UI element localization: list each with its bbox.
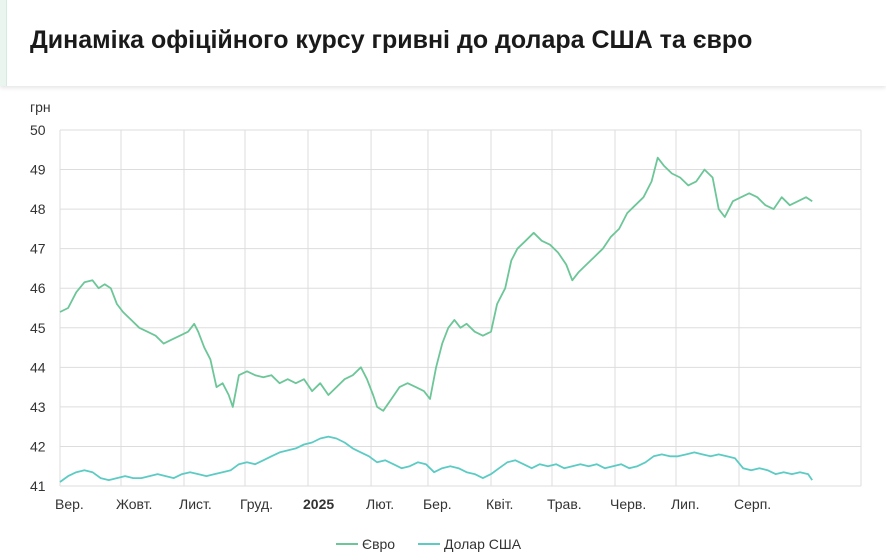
y-tick-label: 49	[30, 162, 46, 178]
x-tick-label: Квіт.	[486, 496, 513, 512]
legend-label: Долар США	[444, 536, 522, 552]
y-axis-ticks: 41 42 43 44 45 46 47 48 49 50	[30, 122, 46, 494]
y-tick-label: 42	[30, 438, 46, 454]
header-accent-bar	[0, 0, 7, 86]
x-tick-label: Лист.	[179, 496, 212, 512]
chart-series	[59, 156, 813, 483]
y-tick-label: 50	[30, 122, 46, 138]
legend-label: Євро	[362, 536, 395, 552]
x-tick-label: Черв.	[610, 496, 646, 512]
y-tick-label: 45	[30, 320, 46, 336]
x-tick-label: Лип.	[671, 496, 699, 512]
y-tick-label: 46	[30, 280, 46, 296]
legend-item-usd[interactable]: Долар США	[418, 536, 522, 552]
legend-item-euro[interactable]: Євро	[336, 536, 395, 552]
x-tick-label: Вер.	[55, 496, 84, 512]
y-tick-label: 43	[30, 399, 46, 415]
x-tick-label: Бер.	[423, 496, 452, 512]
y-tick-label: 47	[30, 241, 46, 257]
x-tick-label: Лют.	[366, 496, 394, 512]
series-line-usd	[59, 435, 813, 483]
chart-grid	[59, 129, 862, 487]
y-axis-label: грн	[30, 99, 51, 115]
chart-legend[interactable]: Євро Долар США	[336, 536, 522, 552]
y-tick-label: 44	[30, 359, 46, 375]
x-tick-label: Груд.	[240, 496, 273, 512]
chart-title: Динаміка офіційного курсу гривні до дола…	[30, 26, 753, 54]
series-line-euro	[59, 156, 813, 412]
line-chart: грн 41 42 43 44 45 46 47 48 49 50 Вер. Жовт. Лист. Г…	[30, 99, 862, 552]
x-tick-label: Серп.	[734, 496, 771, 512]
x-axis-ticks: Вер. Жовт. Лист. Груд. 2025 Лют. Бер. Квіт. Трав…	[55, 496, 771, 512]
x-tick-label: Трав.	[547, 496, 582, 512]
x-tick-label: 2025	[303, 496, 334, 512]
x-tick-label: Жовт.	[116, 496, 152, 512]
y-tick-label: 48	[30, 201, 46, 217]
y-tick-label: 41	[30, 478, 46, 494]
chart-header: Динаміка офіційного курсу гривні до дола…	[0, 0, 886, 86]
